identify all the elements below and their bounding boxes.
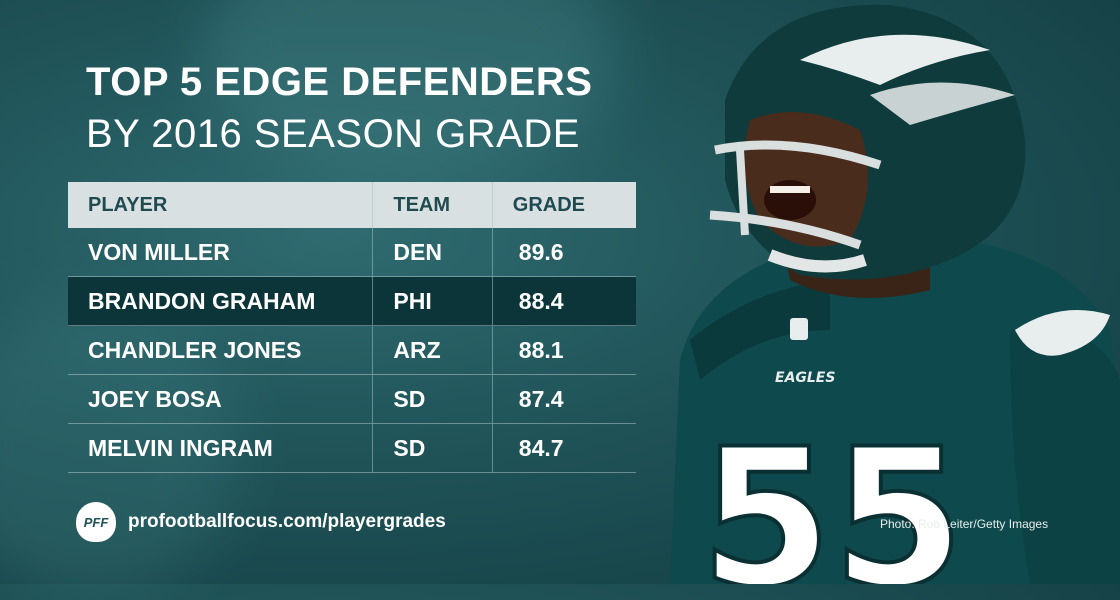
eagles-logo-icon: [1015, 310, 1110, 356]
player-photo: EAGLES 55: [670, 4, 1120, 584]
table-row: VON MILLER DEN 89.6: [68, 228, 636, 277]
team-cell: PHI: [372, 276, 493, 326]
team-cell: ARZ: [372, 325, 493, 375]
arm: [1010, 328, 1120, 584]
chest-text: EAGLES: [775, 370, 835, 386]
column-header-team: TEAM: [372, 182, 493, 228]
pff-logo: PFF: [76, 502, 116, 542]
table-row: MELVIN INGRAM SD 84.7: [68, 423, 636, 473]
grades-table: PLAYER TEAM GRADE VON MILLER DEN 89.6 BR…: [68, 182, 636, 473]
column-header-grade: GRADE: [491, 182, 636, 228]
footer-link[interactable]: profootballfocus.com/playergrades: [128, 511, 446, 532]
title-line-1: TOP 5 EDGE DEFENDERS: [86, 60, 593, 104]
player-cell: MELVIN INGRAM: [68, 423, 373, 473]
team-cell: SD: [372, 374, 493, 424]
teeth: [770, 186, 810, 193]
team-cell: DEN: [372, 228, 493, 277]
helmet-wing-icon: [800, 34, 990, 85]
facemask: [714, 140, 882, 170]
grade-cell: 89.6: [491, 228, 636, 277]
title-line-2: BY 2016 SEASON GRADE: [86, 112, 580, 156]
facemask: [736, 149, 749, 236]
table-header-row: PLAYER TEAM GRADE: [68, 182, 636, 228]
player-cell: JOEY BOSA: [68, 374, 373, 424]
table-row: JOEY BOSA SD 87.4: [68, 374, 636, 424]
player-cell: BRANDON GRAHAM: [68, 276, 373, 326]
grade-cell: 84.7: [491, 423, 636, 473]
grade-cell: 88.1: [491, 325, 636, 375]
footer: PFF profootballfocus.com/playergrades: [76, 502, 446, 542]
player-cell: VON MILLER: [68, 228, 373, 277]
table-row-highlighted: BRANDON GRAHAM PHI 88.4: [68, 276, 636, 326]
facemask: [709, 210, 862, 250]
chin-strap: [767, 249, 867, 273]
table-row: CHANDLER JONES ARZ 88.1: [68, 325, 636, 375]
column-header-player: PLAYER: [68, 182, 373, 228]
shoulder-shadow: [690, 280, 830, 380]
grade-cell: 87.4: [491, 374, 636, 424]
photo-credit: Photo: Rob Leiter/Getty Images: [880, 517, 1049, 531]
helmet-wing-icon: [870, 82, 1015, 125]
team-cell: SD: [372, 423, 493, 473]
nfl-shield-icon: [790, 318, 808, 340]
jersey-number: 55: [700, 408, 964, 584]
grade-cell: 88.4: [491, 276, 636, 326]
player-cell: CHANDLER JONES: [68, 325, 373, 375]
